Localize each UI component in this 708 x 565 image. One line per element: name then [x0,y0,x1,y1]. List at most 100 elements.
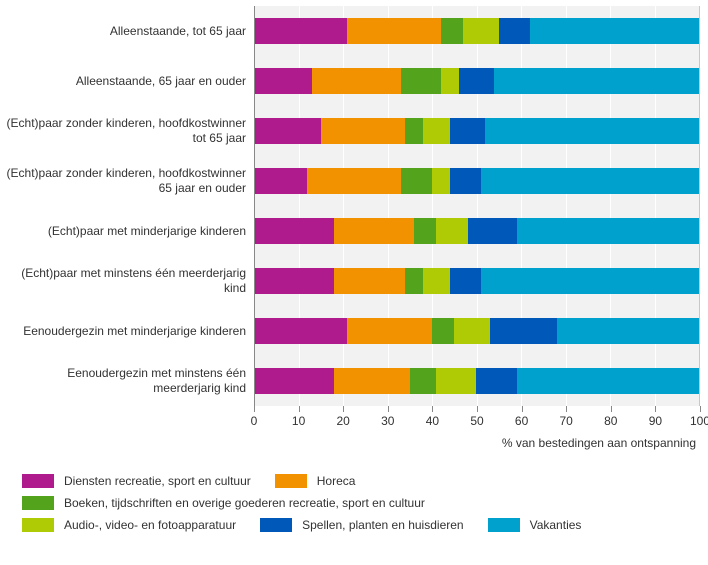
bar-segment-audio [432,168,450,194]
legend-row: Audio-, video- en fotoapparatuur Spellen,… [22,518,690,532]
bar-segment-diensten [254,118,321,144]
bar-segment-spellen [490,318,557,344]
bar-segment-diensten [254,218,334,244]
stacked-bar [254,318,699,344]
bar-segment-audio [436,368,476,394]
bar-segment-horeca [347,318,432,344]
bar-segment-boeken [401,68,441,94]
bar-row [254,306,699,356]
bar-segment-horeca [334,368,410,394]
x-tick [432,406,433,412]
x-tick-label: 20 [337,414,350,428]
legend-swatch [22,496,54,510]
bar-row [254,106,699,156]
bar-segment-horeca [321,118,406,144]
bar-segment-audio [441,68,459,94]
stacked-bar [254,18,699,44]
x-tick-label: 70 [560,414,573,428]
stacked-bar [254,118,699,144]
bar-segment-diensten [254,18,347,44]
stacked-bar [254,168,699,194]
category-label: (Echt)paar zonder kinderen, hoofdkostwin… [2,156,254,206]
bar-segment-spellen [499,18,530,44]
bar-segment-spellen [476,368,516,394]
bar-segment-boeken [441,18,463,44]
x-tick [299,406,300,412]
bar-segment-boeken [401,168,432,194]
legend-swatch [275,474,307,488]
x-tick [254,406,255,412]
legend-row: Diensten recreatie, sport en cultuur Hore… [22,474,690,488]
legend-label: Boeken, tijdschriften en overige goedere… [64,496,425,510]
x-tick [522,406,523,412]
bar-row [254,6,699,56]
legend-row: Boeken, tijdschriften en overige goedere… [22,496,690,510]
bar-segment-vakanties [530,18,699,44]
bar-row [254,156,699,206]
bar-row [254,206,699,256]
stacked-bar-chart: Alleenstaande, tot 65 jaarAlleenstaande,… [0,0,708,556]
bar-segment-diensten [254,168,307,194]
x-tick-label: 0 [251,414,258,428]
y-axis-line [254,6,255,406]
x-tick-label: 30 [381,414,394,428]
x-tick [388,406,389,412]
bar-segment-boeken [432,318,454,344]
bar-segment-horeca [312,68,401,94]
bar-segment-diensten [254,368,334,394]
bar-segment-horeca [334,218,414,244]
category-label: (Echt)paar met minstens één meerderjarig… [2,256,254,306]
bar-segment-boeken [414,218,436,244]
legend-label: Diensten recreatie, sport en cultuur [64,474,251,488]
x-axis-title: % van bestedingen aan ontspanning [254,434,700,450]
bar-segment-spellen [450,118,486,144]
legend-item-diensten: Diensten recreatie, sport en cultuur [22,474,251,488]
bar-segment-vakanties [481,168,699,194]
bar-segment-vakanties [517,368,699,394]
legend-swatch [22,474,54,488]
legend: Diensten recreatie, sport en cultuur Hore… [2,450,700,550]
bar-segment-audio [436,218,467,244]
plot-area [254,6,700,406]
bar-segment-spellen [450,168,481,194]
stacked-bar [254,218,699,244]
x-tick-label: 60 [515,414,528,428]
bar-row [254,256,699,306]
bar-segment-vakanties [557,318,699,344]
legend-swatch [22,518,54,532]
bar-segment-spellen [459,68,495,94]
category-label: (Echt)paar met minderjarige kinderen [2,206,254,256]
stacked-bar [254,368,699,394]
bar-segment-vakanties [494,68,699,94]
x-tick [477,406,478,412]
legend-item-horeca: Horeca [275,474,356,488]
x-tick [655,406,656,412]
x-tick-label: 100 [690,414,708,428]
x-tick [566,406,567,412]
x-tick [343,406,344,412]
legend-label: Vakanties [530,518,582,532]
x-axis: 0102030405060708090100 [254,406,700,434]
category-label: Alleenstaande, tot 65 jaar [2,6,254,56]
bar-segment-spellen [450,268,481,294]
bar-row [254,56,699,106]
category-label: Alleenstaande, 65 jaar en ouder [2,56,254,106]
x-tick-label: 40 [426,414,439,428]
bar-segment-diensten [254,68,312,94]
x-tick-label: 50 [470,414,483,428]
bar-segment-horeca [307,168,400,194]
category-label: Eenoudergezin met minstens één meerderja… [2,356,254,406]
bar-segment-vakanties [481,268,699,294]
category-label: Eenoudergezin met minderjarige kinderen [2,306,254,356]
bar-segment-boeken [405,268,423,294]
bar-row [254,356,699,406]
bar-segment-horeca [334,268,405,294]
stacked-bar [254,268,699,294]
category-label: (Echt)paar zonder kinderen, hoofdkostwin… [2,106,254,156]
legend-item-spellen: Spellen, planten en huisdieren [260,518,463,532]
bar-segment-boeken [410,368,437,394]
bar-segment-audio [454,318,490,344]
legend-item-audio: Audio-, video- en fotoapparatuur [22,518,236,532]
bar-segment-boeken [405,118,423,144]
bar-segment-spellen [468,218,517,244]
